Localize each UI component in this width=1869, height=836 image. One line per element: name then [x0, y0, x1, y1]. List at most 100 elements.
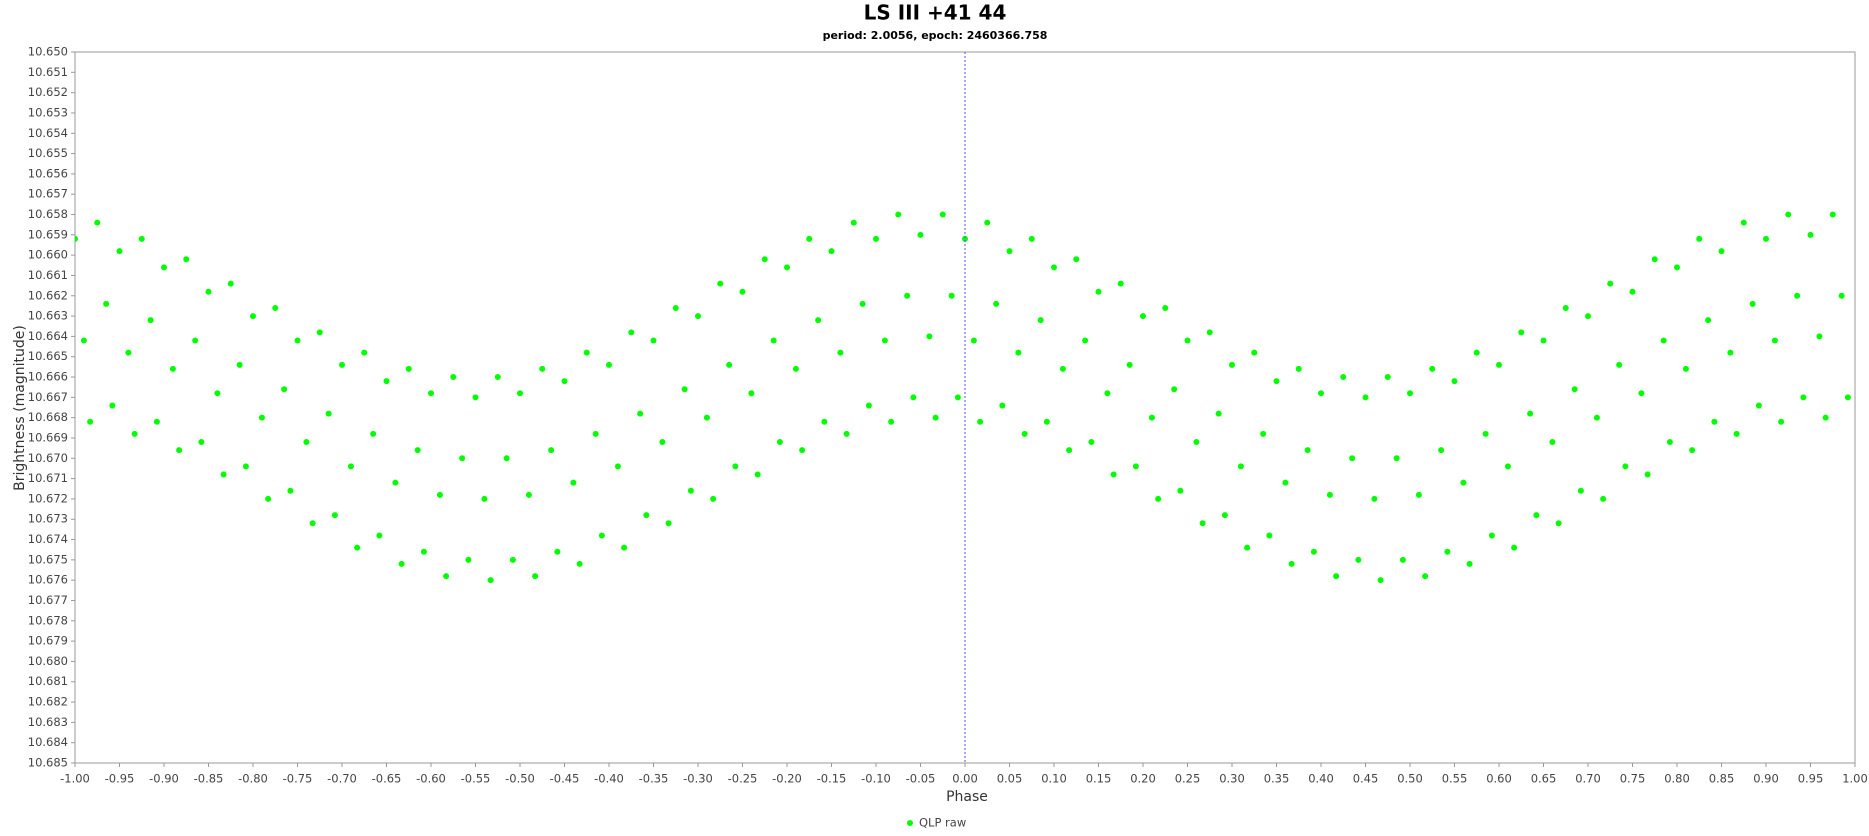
point: [821, 418, 828, 425]
point: [954, 394, 961, 401]
point: [687, 487, 694, 494]
x-tick-label: 0.25: [1175, 772, 1201, 786]
point: [1785, 211, 1792, 218]
point: [1511, 544, 1518, 551]
point: [1362, 394, 1369, 401]
point: [405, 365, 412, 372]
point: [383, 378, 390, 385]
point: [1162, 304, 1169, 311]
point: [1562, 304, 1569, 311]
point: [1318, 390, 1324, 397]
point: [776, 439, 783, 446]
y-tick-label: 10.659: [28, 227, 68, 241]
point: [361, 349, 368, 356]
x-tick-label: 0.45: [1353, 772, 1379, 786]
point: [525, 491, 532, 498]
point: [294, 337, 301, 344]
point: [75, 235, 78, 242]
point: [614, 463, 621, 470]
y-tick-label: 10.672: [28, 491, 68, 505]
point: [650, 337, 657, 344]
point: [1095, 288, 1102, 295]
point: [494, 374, 501, 381]
point: [1148, 414, 1155, 421]
x-tick-label: 0.65: [1531, 772, 1557, 786]
point: [1496, 361, 1502, 368]
points: [75, 211, 1851, 584]
point: [1051, 264, 1057, 271]
point: [828, 248, 835, 255]
point: [1088, 439, 1095, 446]
point: [977, 418, 984, 425]
point: [1451, 378, 1458, 385]
y-tick-label: 10.653: [28, 105, 68, 119]
point: [272, 304, 279, 311]
point: [873, 235, 879, 242]
x-tick-label: 0.55: [1442, 772, 1468, 786]
x-tick-label: -0.70: [327, 772, 357, 786]
point: [917, 231, 924, 238]
point: [1740, 219, 1747, 226]
point: [910, 394, 917, 401]
point: [392, 479, 399, 486]
y-tick-label: 10.661: [28, 268, 68, 282]
point: [792, 365, 799, 372]
point: [1304, 447, 1311, 454]
y-tick-label: 10.667: [28, 390, 68, 404]
point: [665, 520, 672, 527]
point: [205, 288, 212, 295]
point: [993, 300, 1000, 307]
point: [548, 447, 555, 454]
x-tick-label: 0.75: [1620, 772, 1646, 786]
x-tick-label: 0.85: [1709, 772, 1735, 786]
chart-subtitle: period: 2.0056, epoch: 2460366.758: [823, 29, 1048, 42]
y-tick-label: 10.679: [28, 634, 68, 648]
x-tick-label: -0.45: [550, 772, 580, 786]
y-tick-label: 10.651: [28, 65, 68, 79]
legend-marker: [907, 820, 913, 826]
point: [1117, 280, 1124, 287]
point: [1622, 463, 1629, 470]
point: [1066, 447, 1073, 454]
point: [147, 317, 154, 324]
point: [539, 365, 546, 372]
point: [1422, 573, 1429, 580]
point: [1006, 248, 1013, 255]
point: [999, 402, 1006, 409]
point: [1310, 548, 1317, 555]
y-tick-label: 10.657: [28, 187, 68, 201]
y-tick-label: 10.676: [28, 573, 68, 587]
point: [859, 300, 866, 307]
point: [161, 264, 167, 271]
point: [1674, 264, 1680, 271]
point: [621, 544, 628, 551]
point: [1733, 430, 1740, 437]
point: [895, 211, 902, 218]
point: [865, 402, 872, 409]
point: [1444, 548, 1451, 555]
point: [316, 329, 323, 336]
point: [1407, 390, 1413, 397]
point: [376, 532, 383, 539]
point: [459, 455, 466, 462]
point: [1333, 573, 1340, 580]
point: [1616, 361, 1623, 368]
point: [576, 560, 583, 567]
point: [1110, 471, 1117, 478]
point: [354, 544, 361, 551]
y-tick-label: 10.650: [28, 45, 68, 59]
y-axis-label: Brightness (magnitude): [12, 325, 28, 491]
point: [1155, 495, 1162, 502]
point: [176, 447, 183, 454]
point: [1518, 329, 1525, 336]
point: [1718, 248, 1725, 255]
point: [932, 414, 939, 421]
y-tick-label: 10.655: [28, 146, 68, 160]
point: [1749, 300, 1756, 307]
x-tick-label: -0.35: [639, 772, 669, 786]
point: [926, 333, 933, 340]
point: [1816, 333, 1823, 340]
point: [754, 471, 761, 478]
point: [561, 378, 568, 385]
point: [339, 361, 345, 368]
